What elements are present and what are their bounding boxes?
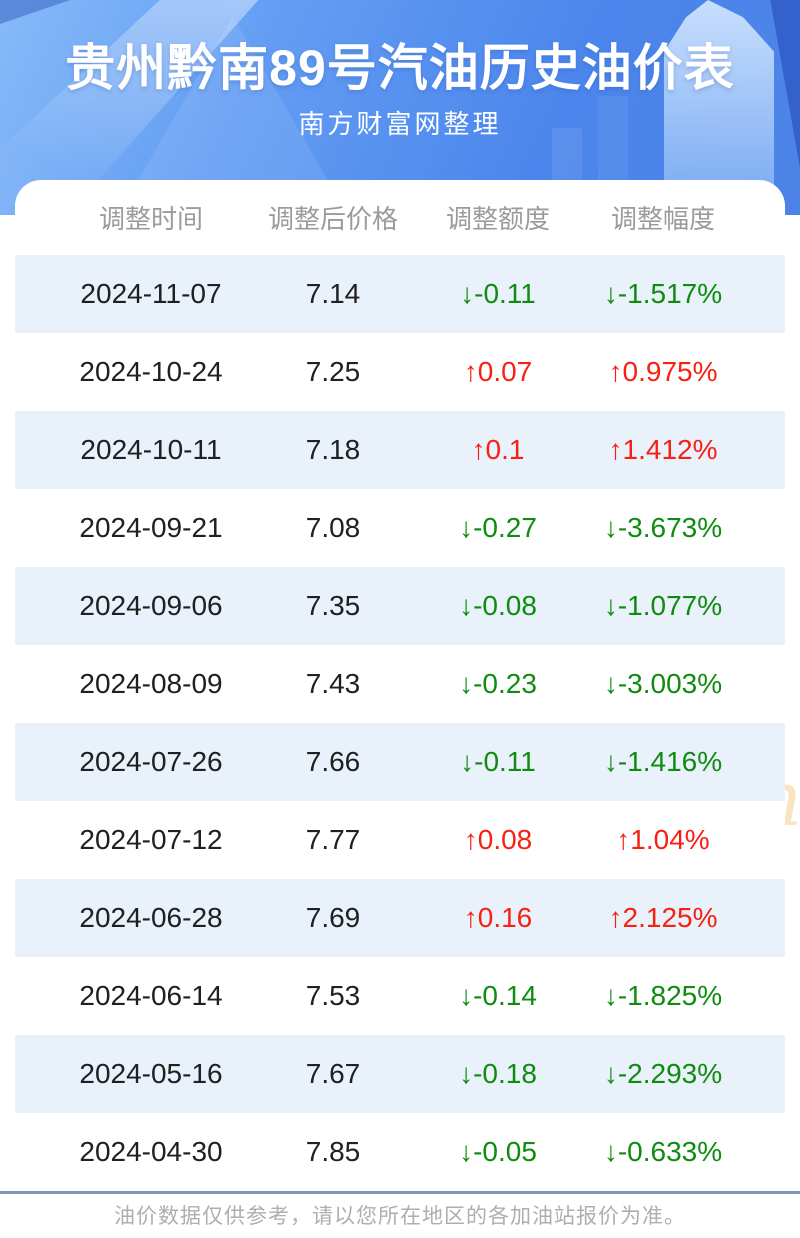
table-row: 2024-11-07 7.14 ↓-0.11 ↓-1.517% [15,255,785,333]
row-change: ↓-0.11 [460,278,536,309]
column-header-adjust-range: 调整幅度 [610,204,715,234]
table-row: 2024-10-24 7.25 ↑0.07 ↑0.975% [15,333,785,411]
row-change: ↓-0.27 [459,512,537,543]
row-price: 7.85 [305,1136,361,1167]
row-change: ↑0.08 [463,824,533,855]
trend-arrow-icon: ↑ [608,356,623,387]
row-percent: ↓-1.825% [603,980,723,1011]
table-row: 2024-09-06 7.35 ↓-0.08 ↓-1.077% [15,567,785,645]
trend-arrow-icon: ↑ [616,824,631,855]
row-change: ↑0.1 [471,434,525,465]
row-price: 7.35 [305,590,361,621]
trend-arrow-icon: ↑ [471,434,486,465]
row-date: 2024-10-11 [80,434,222,465]
row-percent: ↓-0.633% [603,1136,723,1167]
trend-arrow-icon: ↓ [603,590,618,621]
corner-wedge-left-decoration [0,0,70,24]
trend-arrow-icon: ↑ [463,356,478,387]
table-row: 2024-08-09 7.43 ↓-0.23 ↓-3.003% [15,645,785,723]
row-date: 2024-06-14 [79,980,223,1011]
trend-arrow-icon: ↓ [460,278,475,309]
row-percent: ↓-3.003% [603,668,723,699]
row-price: 7.77 [305,824,361,855]
trend-arrow-icon: ↓ [603,746,618,777]
row-change: ↓-0.18 [459,1058,537,1089]
row-percent: ↓-3.673% [603,512,723,543]
table-row: 2024-10-11 7.18 ↑0.1 ↑1.412% [15,411,785,489]
row-date: 2024-07-26 [79,746,223,777]
trend-arrow-icon: ↓ [459,1058,474,1089]
row-percent: ↑2.125% [608,902,718,933]
footer-disclaimer: 油价数据仅供参考，请以您所在地区的各加油站报价为准。 [0,1194,800,1238]
row-percent: ↑1.412% [608,434,718,465]
row-price: 7.14 [305,278,361,309]
row-date: 2024-05-16 [79,1058,223,1089]
column-header-price-after: 调整后价格 [267,204,398,234]
row-percent: ↓-1.517% [603,278,723,309]
row-price: 7.08 [305,512,361,543]
table-row: 2024-05-16 7.67 ↓-0.18 ↓-2.293% [15,1035,785,1113]
table-row: 2024-06-28 7.69 ↑0.16 ↑2.125% [15,879,785,957]
row-date: 2024-11-07 [80,278,222,309]
trend-arrow-icon: ↓ [459,668,474,699]
row-date: 2024-09-21 [79,512,223,543]
row-price: 7.43 [305,668,361,699]
table-row: 2024-09-21 7.08 ↓-0.27 ↓-3.673% [15,489,785,567]
table-row: 2024-07-26 7.66 ↓-0.11 ↓-1.416% [15,723,785,801]
trend-arrow-icon: ↓ [459,1136,474,1167]
row-change: ↓-0.14 [459,980,537,1011]
table-body: 2024-11-07 7.14 ↓-0.11 ↓-1.517% 2024-10-… [15,255,785,1191]
row-date: 2024-04-30 [79,1136,223,1167]
trend-arrow-icon: ↓ [460,746,475,777]
row-percent: ↑0.975% [608,356,718,387]
row-price: 7.25 [305,356,361,387]
row-price: 7.69 [305,902,361,933]
row-date: 2024-06-28 [79,902,223,933]
row-price: 7.18 [305,434,361,465]
row-date: 2024-07-12 [79,824,223,855]
row-date: 2024-10-24 [79,356,223,387]
trend-arrow-icon: ↓ [603,668,618,699]
row-price: 7.53 [305,980,361,1011]
trend-arrow-icon: ↓ [603,980,618,1011]
row-date: 2024-09-06 [79,590,223,621]
row-percent: ↑1.04% [616,824,710,855]
table-row: 2024-07-12 7.77 ↑0.08 ↑1.04% [15,801,785,879]
row-change: ↑0.16 [463,902,533,933]
trend-arrow-icon: ↑ [608,902,623,933]
trend-arrow-icon: ↓ [459,512,474,543]
page-title: 贵州黔南89号汽油历史油价表 [65,40,735,96]
row-change: ↓-0.08 [459,590,537,621]
trend-arrow-icon: ↓ [603,1136,618,1167]
row-date: 2024-08-09 [79,668,223,699]
row-change: ↓-0.11 [460,746,536,777]
table-header-row: 调整时间 调整后价格 调整额度 调整幅度 [15,180,785,255]
trend-arrow-icon: ↓ [603,278,618,309]
table-row: 2024-06-14 7.53 ↓-0.14 ↓-1.825% [15,957,785,1035]
price-table-card: 调整时间 调整后价格 调整额度 调整幅度 2024-11-07 7.14 ↓-0… [15,180,785,1191]
row-change: ↓-0.05 [459,1136,537,1167]
trend-arrow-icon: ↓ [603,512,618,543]
trend-arrow-icon: ↓ [459,590,474,621]
row-percent: ↓-1.416% [603,746,723,777]
trend-arrow-icon: ↑ [463,824,478,855]
column-header-adjust-amount: 调整额度 [445,204,550,234]
row-percent: ↓-1.077% [603,590,723,621]
trend-arrow-icon: ↓ [459,980,474,1011]
row-change: ↑0.07 [463,356,533,387]
row-price: 7.67 [305,1058,361,1089]
column-header-adjust-time: 调整时间 [98,204,203,234]
trend-arrow-icon: ↑ [463,902,478,933]
row-price: 7.66 [305,746,361,777]
trend-arrow-icon: ↓ [603,1058,618,1089]
page-subtitle: 南方财富网整理 [298,109,502,139]
row-change: ↓-0.23 [459,668,537,699]
footer-divider-line [0,1191,800,1194]
row-percent: ↓-2.293% [603,1058,723,1089]
trend-arrow-icon: ↑ [608,434,623,465]
table-row: 2024-04-30 7.85 ↓-0.05 ↓-0.633% [15,1113,785,1191]
